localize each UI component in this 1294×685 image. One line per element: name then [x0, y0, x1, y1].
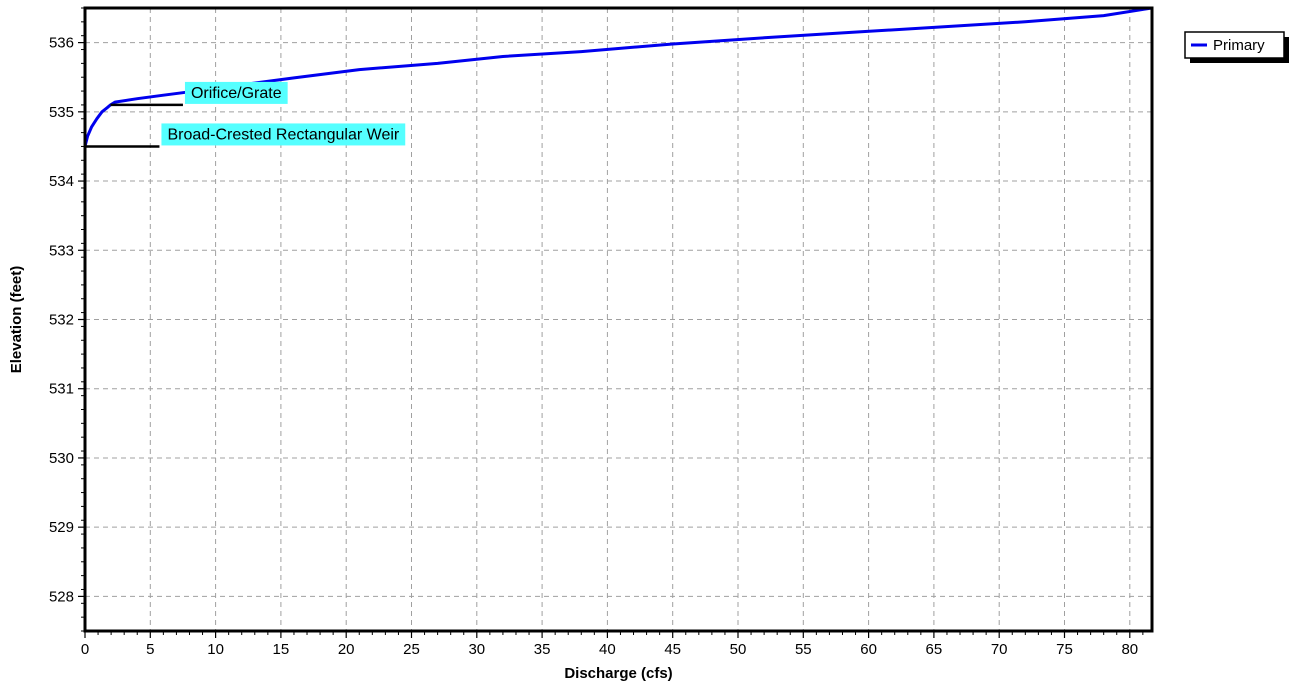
x-tick-label: 65 — [926, 641, 943, 658]
series-lines — [83, 6, 1153, 147]
annotation-label-bg — [161, 123, 406, 146]
x-tick-label: 15 — [273, 641, 290, 658]
legend: Primary — [1184, 31, 1289, 63]
x-tick-label: 40 — [599, 641, 616, 658]
y-tick-label: 536 — [49, 35, 74, 52]
x-tick-label: 45 — [664, 641, 681, 658]
x-axis-title: Discharge (cfs) — [564, 665, 672, 682]
x-tick-label: 20 — [338, 641, 355, 658]
x-tick-label: 55 — [795, 641, 812, 658]
y-tick-label: 530 — [49, 450, 74, 467]
x-tick-label: 50 — [730, 641, 747, 658]
legend-label-primary: Primary — [1213, 37, 1265, 54]
x-tick-label: 30 — [468, 641, 485, 658]
x-tick-label: 10 — [207, 641, 224, 658]
x-tick-label: 35 — [534, 641, 551, 658]
annotations: Orifice/Grate Broad-Crested Rectangular W… — [85, 81, 406, 148]
x-tick-label: 60 — [860, 641, 877, 658]
y-tick-label: 532 — [49, 312, 74, 329]
x-tick-label: 25 — [403, 641, 420, 658]
y-tick-label: 533 — [49, 242, 74, 259]
annotation-label: Orifice/Grate — [191, 85, 282, 102]
x-tick-label: 5 — [146, 641, 154, 658]
y-tick-label: 534 — [49, 173, 74, 190]
annotation-label: Broad-Crested Rectangular Weir — [167, 126, 399, 143]
y-tick-labels: 528 529 530 531 532 533 534 535 536 — [49, 35, 74, 606]
grid-lines — [84, 8, 1152, 631]
x-tick-label: 75 — [1056, 641, 1073, 658]
y-tick-label: 531 — [49, 381, 74, 398]
x-tick-labels: 0 5 10 15 20 25 30 35 40 45 50 55 60 65 70 75 80 — [81, 641, 1138, 658]
y-tick-label: 528 — [49, 588, 74, 605]
y-axis-title: Elevation (feet) — [8, 266, 25, 374]
plot-frame — [83, 6, 1154, 633]
y-tick-label: 535 — [49, 104, 74, 121]
x-tick-label: 70 — [991, 641, 1008, 658]
y-tick-label: 529 — [49, 519, 74, 536]
series-line-primary — [83, 6, 1153, 147]
x-tick-label: 0 — [81, 641, 89, 658]
annotation-label-bg — [184, 81, 288, 104]
x-tick-label: 80 — [1121, 641, 1138, 658]
